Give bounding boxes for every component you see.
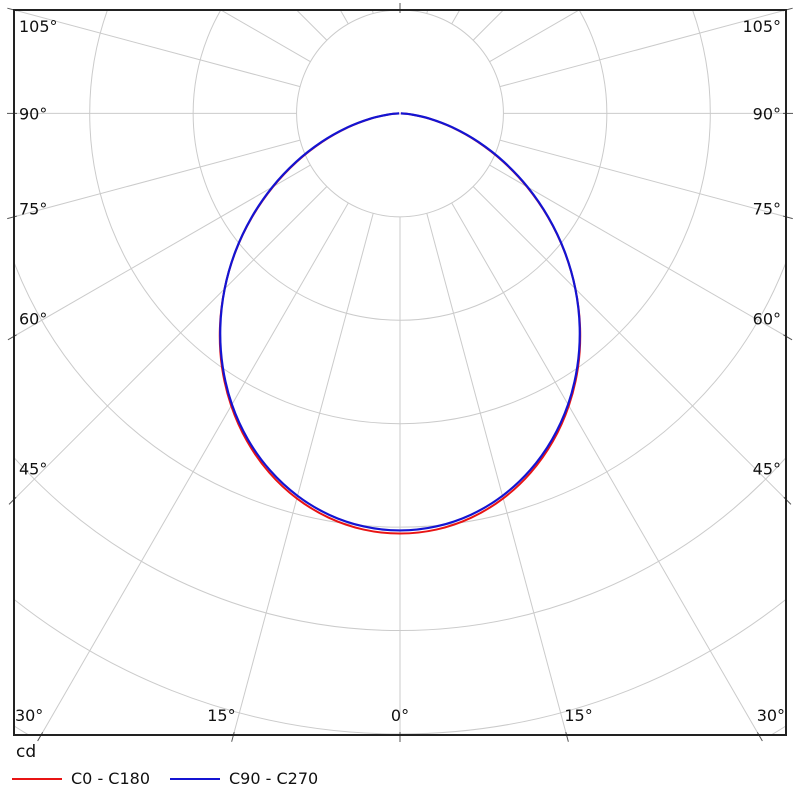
angle-label: 30°: [757, 706, 785, 725]
angle-label: 75°: [753, 200, 781, 219]
intensity-curves: [218, 112, 582, 535]
angle-ray: [14, 164, 311, 337]
angle-ray: [371, 10, 374, 14]
angle-ray: [14, 10, 301, 88]
axis-tick: [783, 496, 792, 505]
angle-label: 105°: [742, 17, 781, 36]
axis-tick: [37, 732, 44, 742]
angle-ray: [14, 139, 301, 218]
angle-ray: [426, 10, 429, 14]
legend-entry-c0-c180: C0 - C180: [12, 769, 150, 789]
angle-ray: [14, 186, 328, 501]
angle-ray: [40, 202, 349, 735]
angle-ray: [451, 202, 760, 735]
legend-entry-c90-c270: C90 - C270: [170, 769, 318, 789]
angle-label: 15°: [207, 706, 235, 725]
axis-tick: [7, 334, 17, 341]
angle-label: 45°: [19, 460, 47, 479]
c0-c180-label: C0 - C180: [71, 769, 151, 788]
axis-tick: [231, 731, 235, 742]
curve-c90-c270: [219, 112, 581, 532]
angle-label: 0°: [391, 706, 409, 725]
axis-tick: [756, 732, 763, 742]
unit-label: cd: [16, 742, 37, 762]
axis-tick: [565, 731, 569, 742]
axis-tick: [7, 215, 18, 220]
angle-ray: [489, 164, 786, 337]
plot-border: [13, 9, 787, 736]
angle-label: 45°: [753, 460, 781, 479]
radial-ring: [296, 10, 504, 218]
angle-label: 60°: [19, 309, 47, 328]
angle-ray: [232, 213, 374, 735]
axis-tick: [782, 215, 793, 220]
angle-label: 90°: [19, 104, 47, 123]
angle-label: 90°: [753, 104, 781, 123]
axis-tick: [783, 334, 793, 341]
angle-ray: [499, 139, 786, 218]
angle-label: 105°: [19, 17, 58, 36]
angle-label: 60°: [753, 309, 781, 328]
angle-label: 75°: [19, 200, 47, 219]
angle-ray: [472, 186, 786, 501]
c90-c270-line-swatch: [170, 778, 220, 780]
angle-labels: 105° 90° 75° 60° 45° 30° 15° 0° 15° 30° 45° 60° 75° 9…: [15, 17, 785, 725]
angle-ray: [499, 10, 786, 88]
c0-c180-line-swatch: [12, 778, 62, 780]
axis-ticks: [7, 3, 793, 742]
angle-ray: [426, 213, 568, 735]
angle-label: 15°: [564, 706, 592, 725]
legend: C0 - C180 C90 - C270: [0, 769, 800, 793]
axis-tick: [8, 496, 17, 505]
c90-c270-label: C90 - C270: [229, 769, 319, 788]
angle-label: 30°: [15, 706, 43, 725]
